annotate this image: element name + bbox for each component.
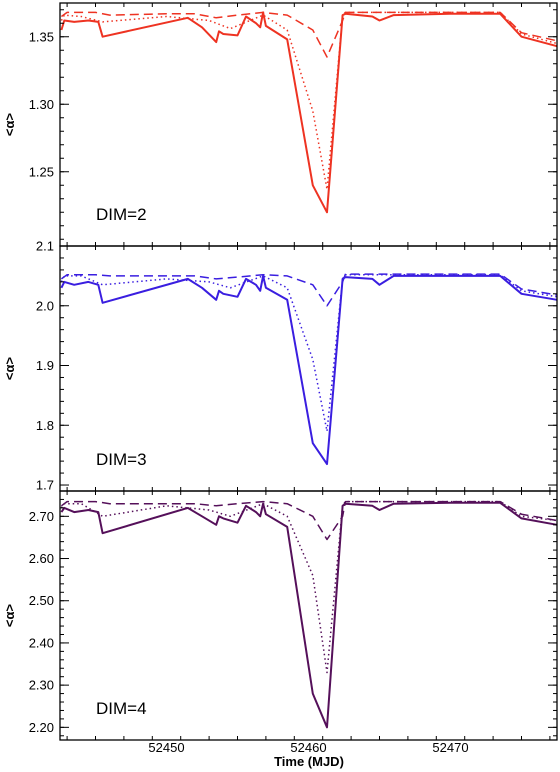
y-axis-title: <α> (2, 113, 17, 137)
series-solid-panel-3 (60, 501, 558, 729)
y-tick-label: 2.70 (29, 509, 54, 524)
panel-annotation: DIM=3 (96, 450, 147, 469)
y-axis-title: <α> (2, 357, 17, 381)
series-solid-panel-1 (60, 11, 558, 214)
x-tick-label: 52470 (432, 740, 468, 755)
y-tick-label: 2.20 (29, 720, 54, 735)
y-tick-label: 1.9 (36, 358, 54, 373)
panel-annotation: DIM=2 (96, 205, 147, 224)
y-tick-label: 1.8 (36, 418, 54, 433)
series-dashed-panel-1 (60, 11, 558, 58)
y-tick-label: 2.50 (29, 593, 54, 608)
series-dotted-panel-3 (60, 500, 558, 674)
series-dotted-panel-1 (60, 11, 558, 191)
y-tick-label: 1.35 (29, 29, 54, 44)
series-dotted-panel-2 (60, 273, 558, 432)
x-axis-title: Time (MJD) (274, 754, 344, 769)
y-axis-title: <α> (2, 604, 17, 628)
y-tick-label: 1.25 (29, 164, 54, 179)
series-dashed-panel-3 (60, 500, 558, 541)
x-tick-label: 52460 (290, 740, 326, 755)
y-tick-label: 1.30 (29, 97, 54, 112)
panel-3: 2.20 2.30 2.40 2.50 2.60 2.70 <α> DIM=4 (2, 490, 558, 741)
y-tick-label: 1.7 (36, 478, 54, 493)
y-tick-label: 2.40 (29, 635, 54, 650)
y-tick-label: 2.1 (36, 239, 54, 254)
x-tick-label: 52450 (148, 740, 184, 755)
y-tick-label: 2.0 (36, 298, 54, 313)
panel-1: 1.25 1.30 1.35 <α> DIM=2 (2, 2, 558, 247)
panel-2: 1.7 1.8 1.9 2.0 2.1 <α> DIM=3 (2, 239, 558, 493)
y-tick-label: 2.60 (29, 551, 54, 566)
panel-annotation: DIM=4 (96, 699, 147, 718)
series-solid-panel-2 (60, 274, 558, 466)
plot-frame-3 (59, 490, 558, 741)
series-dashed-panel-2 (60, 273, 558, 307)
y-tick-label: 2.30 (29, 678, 54, 693)
